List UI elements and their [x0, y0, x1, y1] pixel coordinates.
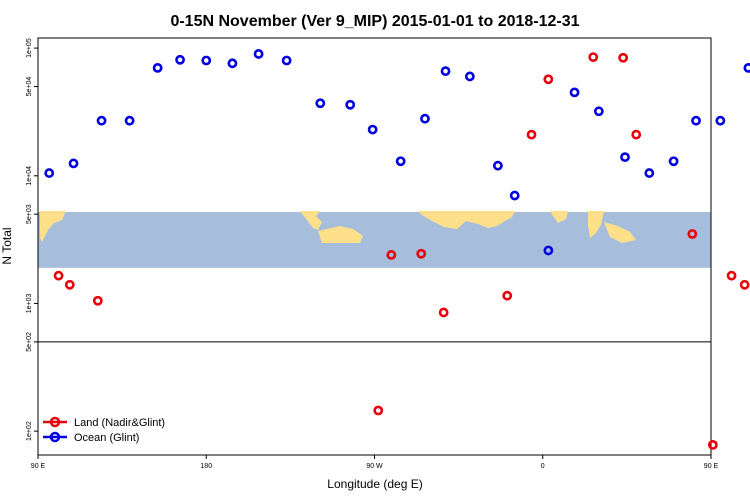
series-1	[44, 49, 750, 256]
legend-label-land: Land (Nadir&Glint)	[74, 417, 165, 429]
map-land-5	[588, 211, 604, 238]
data-point-0-6	[438, 307, 449, 318]
data-point-1-22	[620, 152, 630, 163]
data-point-1-5	[175, 54, 185, 65]
data-point-0-15	[726, 270, 737, 281]
data-point-0-16	[739, 279, 750, 290]
data-point-0-10	[588, 52, 599, 63]
world-map-band	[38, 211, 711, 268]
x-tick-label-2: 90 W	[366, 463, 383, 470]
data-point-1-23	[644, 168, 655, 178]
legend-item-ocean: Ocean (Glint)	[43, 431, 139, 444]
legend-marker-land	[49, 416, 61, 428]
data-point-1-11	[345, 99, 356, 110]
data-point-0-3	[373, 405, 384, 416]
data-point-1-20	[569, 87, 580, 98]
chart-title: 0-15N November (Ver 9_MIP) 2015-01-01 to…	[170, 13, 579, 30]
data-point-0-12	[631, 129, 642, 140]
x-axis-label: Longitude (deg E)	[327, 477, 422, 491]
x-tick-label-1: 180	[200, 463, 212, 470]
series-0	[53, 52, 750, 450]
map-land-0	[40, 211, 66, 242]
data-point-0-4	[386, 250, 397, 260]
legend-label-ocean: Ocean (Glint)	[74, 432, 139, 444]
data-point-1-1	[68, 158, 79, 169]
data-point-1-16	[464, 71, 475, 82]
data-point-1-25	[691, 115, 701, 126]
x-tick-label-3: 0	[541, 463, 545, 470]
legend: Land (Nadir&Glint) Ocean (Glint)	[43, 416, 165, 444]
data-point-1-12	[367, 124, 378, 135]
data-point-0-13	[687, 229, 698, 239]
y-tick-label-3: 5e+03	[26, 204, 33, 224]
map-land-4	[550, 211, 568, 223]
data-point-1-3	[124, 115, 135, 126]
data-point-0-5	[416, 248, 427, 259]
data-point-1-0	[44, 168, 55, 178]
x-axis: 90 E 180 90 W 0 90 E	[31, 455, 719, 470]
data-point-1-27	[743, 62, 750, 73]
legend-marker-ocean	[49, 431, 61, 443]
data-point-0-11	[618, 52, 629, 63]
data-points	[44, 49, 750, 450]
y-axis: 1e+02 5e+02 1e+03 5e+03 1e+04 5e+04 1e+05	[26, 38, 38, 441]
data-point-1-8	[253, 49, 264, 59]
data-point-0-7	[502, 290, 513, 301]
legend-item-land: Land (Nadir&Glint)	[43, 416, 165, 429]
data-point-0-2	[92, 295, 103, 306]
data-point-1-10	[315, 98, 326, 109]
map-land-2	[318, 226, 363, 243]
data-point-0-14	[707, 439, 718, 450]
x-tick-label-0: 90 E	[31, 463, 46, 470]
data-point-1-14	[420, 113, 430, 124]
data-point-1-9	[281, 55, 292, 66]
y-tick-label-2: 1e+03	[26, 294, 33, 314]
data-point-0-9	[543, 74, 554, 85]
x-tick-label-4: 90 E	[704, 463, 719, 470]
data-point-1-15	[440, 66, 451, 77]
y-tick-label-5: 5e+04	[26, 77, 33, 97]
data-point-1-4	[152, 62, 163, 73]
data-point-0-1	[64, 279, 75, 290]
data-point-1-21	[593, 106, 604, 117]
data-point-1-6	[201, 55, 212, 66]
data-point-1-17	[492, 160, 503, 171]
data-point-1-19	[543, 245, 554, 256]
data-point-0-0	[53, 270, 64, 281]
data-point-1-7	[227, 58, 238, 69]
y-tick-label-6: 1e+05	[26, 38, 33, 58]
y-tick-label-1: 5e+02	[26, 332, 33, 352]
data-point-1-18	[509, 190, 520, 201]
y-tick-label-0: 1e+02	[26, 421, 33, 441]
data-point-1-26	[715, 115, 726, 126]
y-tick-label-4: 1e+04	[26, 166, 33, 186]
map-land-1	[300, 211, 322, 230]
map-land-3	[418, 211, 515, 229]
map-land-6	[604, 222, 636, 243]
y-axis-label: N Total	[0, 227, 14, 264]
data-point-1-13	[395, 156, 406, 167]
data-point-1-24	[668, 156, 679, 167]
map-ocean	[38, 212, 711, 268]
data-point-1-2	[96, 115, 107, 126]
data-point-0-8	[526, 129, 537, 140]
